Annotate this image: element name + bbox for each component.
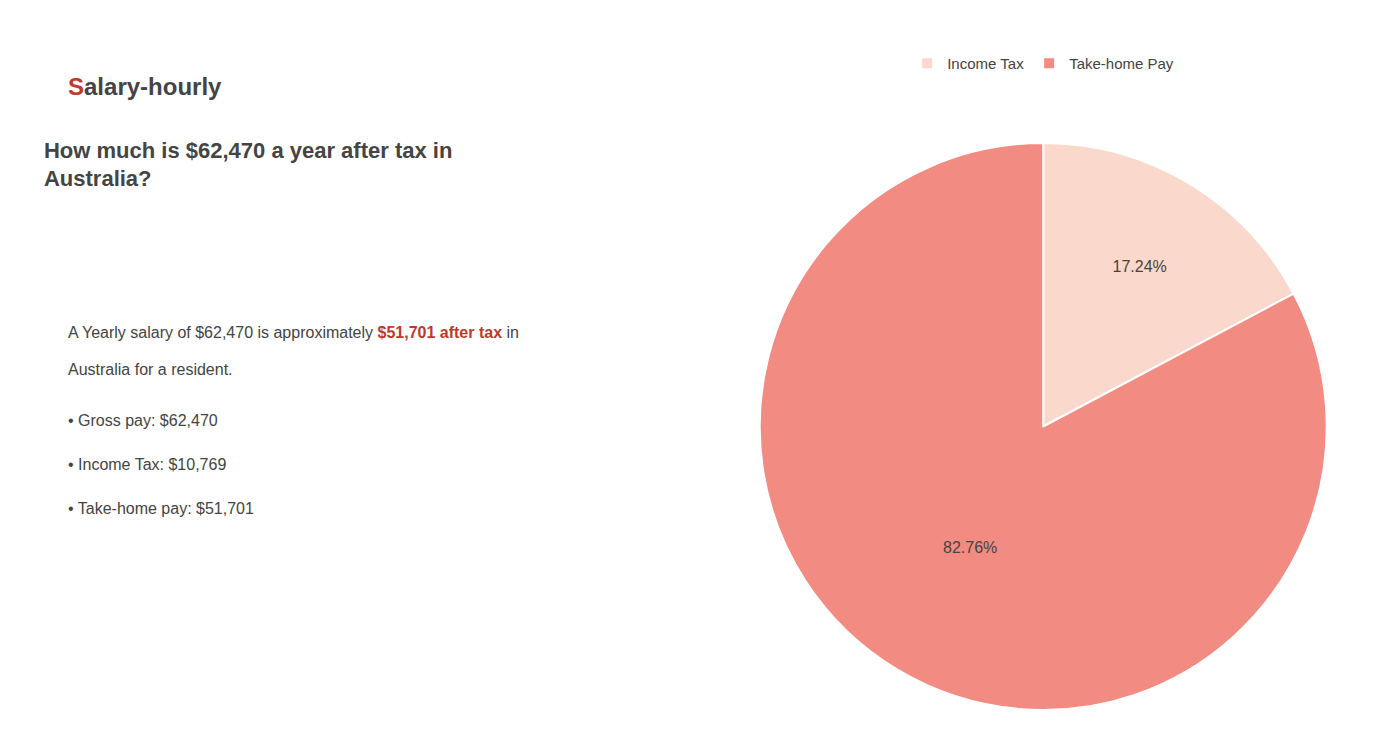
svg-text:82.76%: 82.76% bbox=[943, 539, 997, 556]
svg-text:How much is $62,470 a year aft: How much is $62,470 a year after tax inA… bbox=[44, 138, 452, 192]
svg-text:17.24%: 17.24% bbox=[1113, 258, 1167, 275]
svg-text:A Yearly salary of $62,470 is: A Yearly salary of $62,470 is approximat… bbox=[68, 324, 519, 341]
svg-text:• Take-home pay: $51,701: • Take-home pay: $51,701 bbox=[68, 500, 254, 517]
svg-text:Salary-hourly: Salary-hourly bbox=[68, 73, 222, 100]
svg-text:Income Tax: Income Tax bbox=[947, 55, 1024, 72]
svg-text:Take-home Pay: Take-home Pay bbox=[1069, 55, 1174, 72]
svg-text:• Gross pay: $62,470: • Gross pay: $62,470 bbox=[68, 412, 218, 429]
svg-text:• Income Tax: $10,769: • Income Tax: $10,769 bbox=[68, 456, 226, 473]
svg-text:Australia for a resident.: Australia for a resident. bbox=[68, 361, 233, 378]
